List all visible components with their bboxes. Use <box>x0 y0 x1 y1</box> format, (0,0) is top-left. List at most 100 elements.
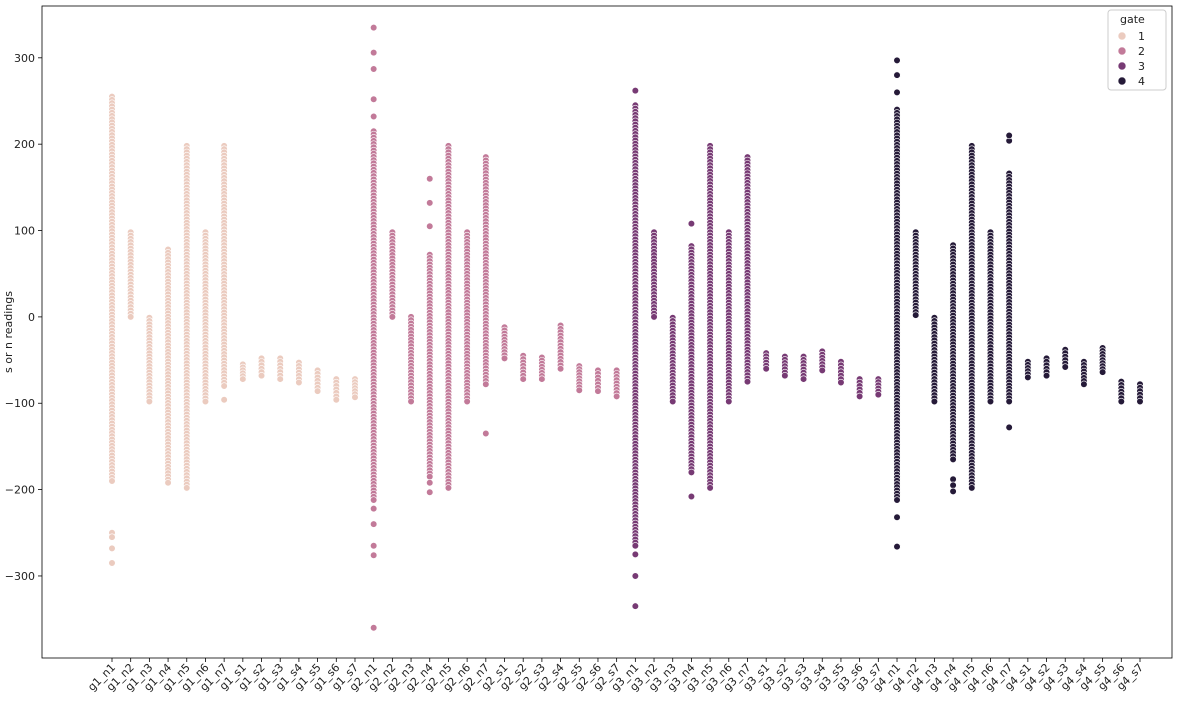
data-point <box>426 473 434 481</box>
y-tick-label: 300 <box>14 52 35 65</box>
data-point <box>426 488 434 496</box>
data-point <box>295 378 303 387</box>
data-point <box>837 378 845 387</box>
data-point <box>631 550 639 558</box>
data-point <box>1099 368 1107 376</box>
data-point <box>781 372 789 380</box>
data-point <box>500 354 509 362</box>
data-point <box>687 220 696 228</box>
data-point <box>426 199 434 207</box>
legend: gate 1 2 3 4 <box>1107 9 1167 91</box>
data-point <box>407 397 415 406</box>
y-tick-label: −100 <box>5 397 35 410</box>
data-point <box>370 49 378 57</box>
data-point <box>856 392 864 400</box>
data-point <box>1080 380 1088 388</box>
data-point <box>594 387 602 395</box>
data-point <box>631 602 639 610</box>
data-point <box>239 375 247 383</box>
data-point <box>743 378 752 386</box>
data-point <box>332 396 340 404</box>
legend-title: gate <box>1120 13 1145 26</box>
data-point <box>556 365 565 373</box>
legend-marker <box>1117 46 1127 56</box>
data-point <box>220 396 228 404</box>
data-point <box>949 455 957 463</box>
data-point <box>818 366 826 375</box>
data-point <box>799 375 808 383</box>
data-point <box>257 372 266 380</box>
data-point <box>949 487 957 495</box>
legend-marker <box>1117 61 1127 71</box>
data-point <box>631 542 639 550</box>
legend-marker <box>1117 31 1127 41</box>
data-point <box>613 392 621 400</box>
plot-area <box>41 5 1173 659</box>
data-point <box>893 88 901 96</box>
data-point <box>370 551 378 559</box>
data-point <box>986 397 995 406</box>
data-points <box>108 23 1144 632</box>
data-point <box>463 397 471 406</box>
y-tick-label: −200 <box>5 484 35 497</box>
data-point <box>351 393 359 401</box>
data-point <box>893 513 901 521</box>
data-point <box>893 71 901 79</box>
data-point <box>183 484 191 492</box>
y-axis-label: s or n readings <box>2 291 15 373</box>
data-point <box>1005 397 1013 406</box>
data-point <box>519 375 527 383</box>
data-point <box>108 533 116 541</box>
data-point <box>687 492 696 501</box>
data-point <box>482 429 490 438</box>
data-point <box>762 365 770 373</box>
data-point <box>930 397 939 406</box>
data-point <box>370 520 378 528</box>
legend-label: 4 <box>1138 75 1145 88</box>
data-point <box>1005 423 1013 432</box>
data-point <box>164 479 172 487</box>
data-point <box>370 496 378 504</box>
y-tick-label: 100 <box>14 225 35 238</box>
data-point <box>370 505 378 513</box>
data-point <box>687 468 696 476</box>
y-tick-label: −300 <box>5 570 35 583</box>
data-point <box>145 397 153 406</box>
data-point <box>220 382 228 390</box>
data-point <box>426 479 434 487</box>
data-point <box>949 481 957 489</box>
data-point <box>650 313 658 321</box>
data-point <box>893 496 901 504</box>
data-point <box>127 313 135 321</box>
data-point <box>631 572 639 580</box>
y-tick-label: 200 <box>14 138 35 151</box>
data-point <box>370 95 378 103</box>
data-point <box>1117 397 1125 406</box>
data-point <box>276 375 284 383</box>
data-point <box>1042 372 1051 380</box>
data-point <box>370 624 378 632</box>
legend-label: 3 <box>1138 60 1145 73</box>
data-point <box>631 87 639 95</box>
data-point <box>108 544 116 552</box>
y-axis: −300 −200 −100 0 100 200 300 <box>5 52 42 583</box>
data-point <box>370 23 378 32</box>
y-tick-label: 0 <box>28 311 35 324</box>
data-point <box>893 56 901 65</box>
data-point <box>575 386 583 394</box>
data-point <box>1005 131 1013 140</box>
data-point <box>706 484 714 492</box>
data-point <box>201 397 210 406</box>
data-point <box>893 542 901 551</box>
data-point <box>444 484 453 492</box>
data-point <box>949 475 957 483</box>
data-point <box>108 477 116 485</box>
data-point <box>669 397 677 406</box>
data-point <box>912 311 920 319</box>
data-point <box>108 559 116 567</box>
data-point <box>314 387 322 395</box>
data-point <box>482 380 490 388</box>
data-point <box>725 397 733 406</box>
